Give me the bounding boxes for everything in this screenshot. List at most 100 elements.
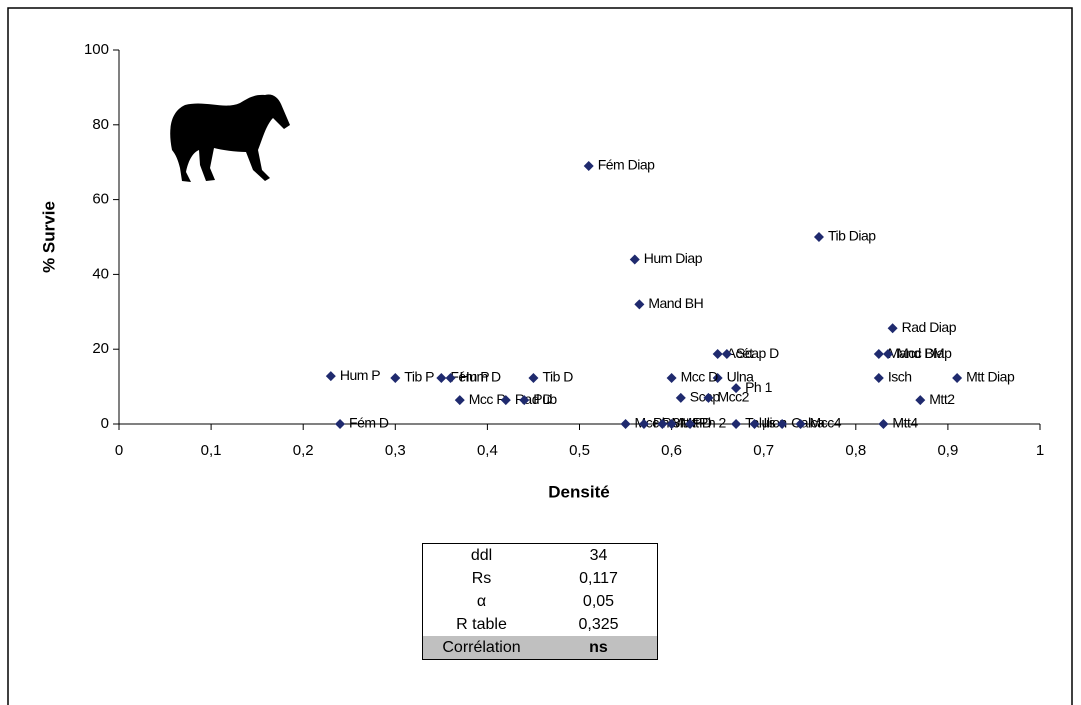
y-tick-label: 100 bbox=[84, 41, 109, 58]
point bbox=[325, 371, 336, 382]
x-tick-label: 0,1 bbox=[201, 442, 222, 459]
y-tick-label: 60 bbox=[92, 191, 109, 208]
point-label: Ph 3 bbox=[653, 415, 681, 431]
x-tick-label: 0,9 bbox=[937, 442, 958, 459]
point-label: Fém P bbox=[450, 369, 489, 385]
table-cell: Corrélation bbox=[422, 636, 540, 660]
point bbox=[731, 419, 742, 429]
point bbox=[749, 419, 760, 429]
point bbox=[712, 349, 723, 360]
x-tick-label: 1 bbox=[1036, 442, 1044, 459]
y-tick-label: 20 bbox=[92, 340, 109, 357]
point bbox=[666, 419, 677, 429]
point bbox=[685, 419, 696, 429]
point bbox=[712, 372, 723, 383]
table-row: α 0,05 bbox=[423, 590, 658, 613]
point-label: Ph 2 bbox=[699, 415, 727, 431]
x-tick-label: 0,6 bbox=[661, 442, 682, 459]
table-row: R table 0,325 bbox=[423, 613, 658, 636]
point bbox=[878, 419, 889, 429]
point bbox=[703, 392, 714, 403]
point-label: Tib D bbox=[542, 369, 573, 385]
x-tick-label: 0,7 bbox=[753, 442, 774, 459]
point-label: Hum Diap bbox=[644, 250, 703, 266]
point-label: Fém Diap bbox=[598, 157, 655, 173]
x-tick-label: 0,4 bbox=[477, 442, 498, 459]
table-cell: ns bbox=[540, 636, 658, 660]
point-label: Rad Diap bbox=[902, 319, 957, 335]
table-cell: R table bbox=[456, 615, 507, 633]
table-cell: Rs bbox=[471, 569, 492, 587]
point-label: Mand BM bbox=[888, 345, 944, 361]
point-label: Mand BH bbox=[648, 295, 703, 311]
point bbox=[620, 419, 631, 429]
point bbox=[454, 395, 465, 406]
point-label: Hum P bbox=[340, 367, 380, 383]
point-label: Fém D bbox=[349, 415, 389, 431]
table-cell: 0,05 bbox=[582, 592, 615, 610]
table-row: ddl 34 bbox=[423, 544, 658, 568]
table-row: Rs 0,117 bbox=[423, 567, 658, 590]
table-cell: 0,117 bbox=[579, 569, 618, 587]
point-label: Acét bbox=[727, 345, 754, 361]
point bbox=[721, 349, 732, 360]
point-label: Mtt2 bbox=[929, 391, 955, 407]
point bbox=[436, 372, 447, 383]
point bbox=[657, 419, 668, 429]
point bbox=[445, 372, 456, 383]
point bbox=[500, 395, 511, 406]
point-label: Ph 1 bbox=[745, 379, 773, 395]
point-label: Mcc D bbox=[681, 369, 719, 385]
point bbox=[887, 323, 898, 334]
point-label: Tib P bbox=[404, 369, 434, 385]
table-row: Corrélation ns bbox=[422, 636, 658, 660]
frame bbox=[7, 7, 1073, 705]
x-axis-title: Densité bbox=[548, 482, 609, 501]
x-tick-label: 0,3 bbox=[385, 442, 406, 459]
x-tick-label: 0,8 bbox=[845, 442, 866, 459]
stats-table: ddl 34 Rs 0,117 α 0,05 R table 0,325 Corrélation… bbox=[422, 543, 658, 660]
point-label: Ulna bbox=[727, 369, 755, 385]
table-cell: 34 bbox=[589, 546, 608, 564]
point bbox=[638, 419, 649, 429]
point bbox=[777, 419, 788, 429]
point-label: Isch bbox=[888, 369, 912, 385]
point bbox=[813, 232, 824, 242]
point bbox=[883, 349, 894, 360]
table-cell: ddl bbox=[470, 546, 493, 564]
point bbox=[390, 372, 401, 383]
y-axis-title: % Survie bbox=[39, 201, 58, 273]
x-tick-label: 0,2 bbox=[293, 442, 314, 459]
point-label: Mtt4 bbox=[892, 415, 918, 431]
x-tick-label: 0 bbox=[115, 442, 123, 459]
table-cell: 0,325 bbox=[578, 615, 619, 633]
point bbox=[519, 395, 530, 406]
x-tick-label: 0,5 bbox=[569, 442, 590, 459]
point-label: Mcc Diap bbox=[897, 345, 952, 361]
point bbox=[666, 372, 677, 383]
point-label: Hum D bbox=[460, 369, 501, 385]
point bbox=[675, 392, 686, 403]
point bbox=[335, 419, 346, 429]
y-tick-label: 0 bbox=[101, 415, 109, 432]
point bbox=[629, 254, 640, 265]
point-label: Mtt Diap bbox=[966, 369, 1015, 385]
point-label: Tib Diap bbox=[828, 228, 876, 244]
point-label: Mcc P bbox=[469, 391, 506, 407]
point bbox=[795, 419, 806, 429]
point bbox=[583, 160, 594, 171]
table-cell: α bbox=[476, 592, 487, 610]
y-tick-label: 40 bbox=[92, 265, 109, 282]
point bbox=[634, 299, 645, 310]
point bbox=[528, 372, 539, 383]
horse-icon bbox=[170, 94, 290, 182]
point bbox=[915, 395, 926, 406]
point-label: Scap D bbox=[736, 345, 779, 361]
y-tick-label: 80 bbox=[92, 116, 109, 133]
point-label: Mcc2 bbox=[717, 389, 749, 405]
point bbox=[952, 372, 963, 383]
point bbox=[873, 349, 884, 360]
point-label: Pub bbox=[533, 391, 557, 407]
